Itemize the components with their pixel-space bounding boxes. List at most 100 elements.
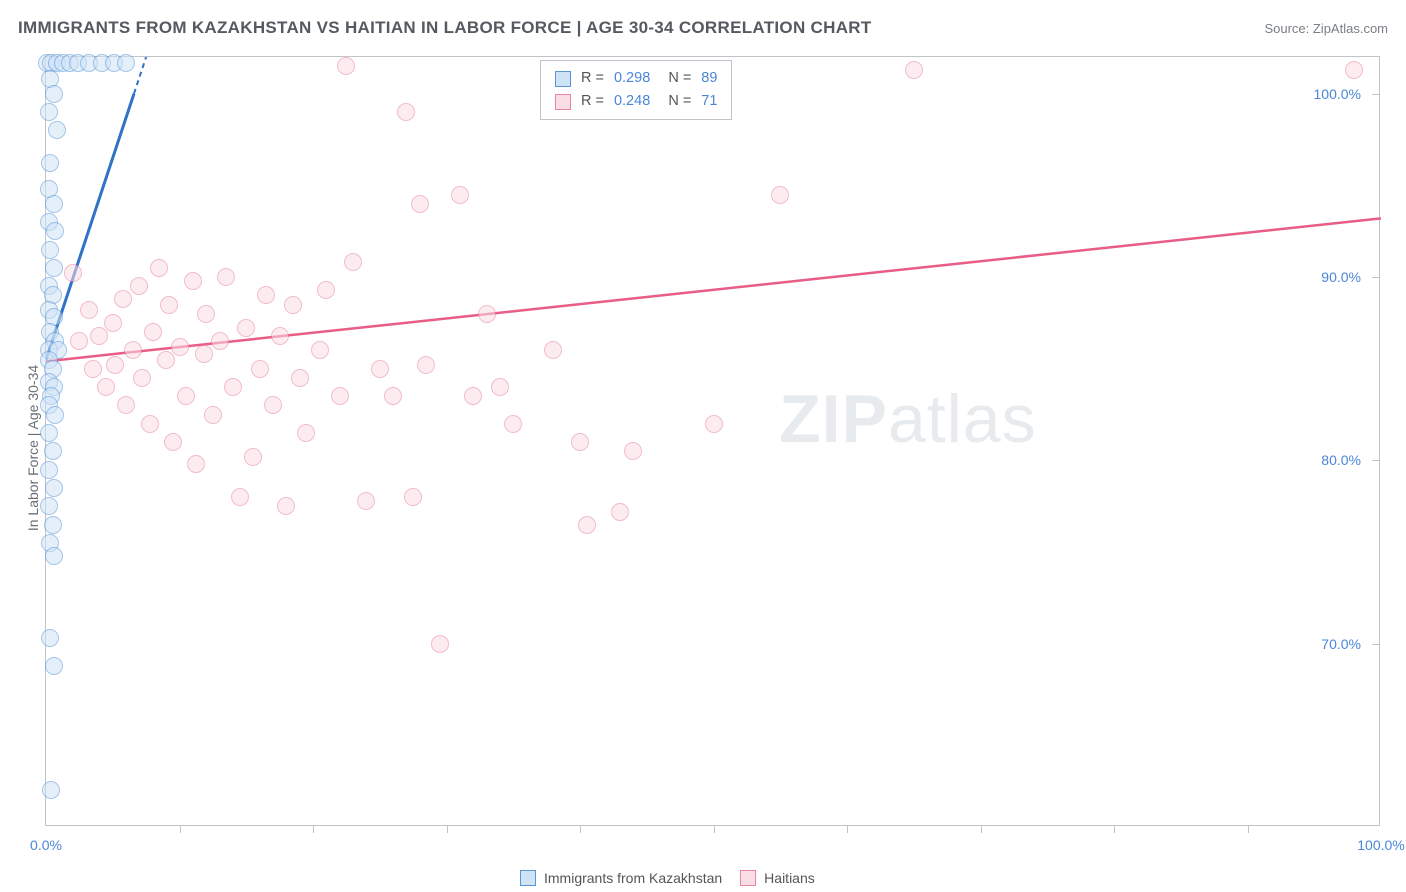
stats-r-series2: 0.248 bbox=[614, 90, 650, 113]
legend-item-series2: Haitians bbox=[740, 870, 815, 886]
scatter-point-series2 bbox=[150, 259, 168, 277]
scatter-point-series1 bbox=[41, 629, 59, 647]
y-axis-label: In Labor Force | Age 30-34 bbox=[25, 365, 41, 531]
scatter-point-series2 bbox=[544, 341, 562, 359]
scatter-point-series2 bbox=[284, 296, 302, 314]
swatch-series2-icon bbox=[740, 870, 756, 886]
trendline-series2 bbox=[46, 218, 1381, 361]
scatter-point-series2 bbox=[195, 345, 213, 363]
scatter-point-series2 bbox=[104, 314, 122, 332]
stats-n-series1: 89 bbox=[701, 67, 717, 90]
scatter-point-series2 bbox=[144, 323, 162, 341]
y-tick bbox=[1372, 460, 1380, 461]
scatter-point-series1 bbox=[41, 241, 59, 259]
scatter-point-series1 bbox=[46, 222, 64, 240]
x-tick bbox=[580, 825, 581, 833]
scatter-point-series2 bbox=[464, 387, 482, 405]
scatter-point-series2 bbox=[404, 488, 422, 506]
legend-item-series1: Immigrants from Kazakhstan bbox=[520, 870, 722, 886]
x-tick bbox=[1248, 825, 1249, 833]
scatter-point-series2 bbox=[624, 442, 642, 460]
scatter-point-series2 bbox=[124, 341, 142, 359]
stats-r-label: R = bbox=[581, 90, 604, 113]
scatter-point-series2 bbox=[217, 268, 235, 286]
scatter-point-series2 bbox=[164, 433, 182, 451]
scatter-point-series1 bbox=[45, 259, 63, 277]
scatter-point-series2 bbox=[578, 516, 596, 534]
legend-label-series2: Haitians bbox=[764, 870, 815, 886]
scatter-point-series2 bbox=[224, 378, 242, 396]
stats-n-label: N = bbox=[660, 90, 691, 113]
legend-label-series1: Immigrants from Kazakhstan bbox=[544, 870, 722, 886]
scatter-point-series2 bbox=[84, 360, 102, 378]
scatter-point-series1 bbox=[42, 781, 60, 799]
series-legend: Immigrants from Kazakhstan Haitians bbox=[520, 870, 815, 886]
x-tick-label: 100.0% bbox=[1357, 837, 1404, 853]
scatter-point-series2 bbox=[1345, 61, 1363, 79]
scatter-point-series2 bbox=[771, 186, 789, 204]
trendline-series1-dashed bbox=[134, 57, 146, 94]
scatter-point-series2 bbox=[411, 195, 429, 213]
scatter-point-series2 bbox=[264, 396, 282, 414]
correlation-stats-legend: R = 0.298 N = 89 R = 0.248 N = 71 bbox=[540, 60, 732, 120]
source-label: Source: ZipAtlas.com bbox=[1264, 21, 1388, 36]
scatter-point-series2 bbox=[344, 253, 362, 271]
scatter-point-series1 bbox=[41, 154, 59, 172]
title-bar: IMMIGRANTS FROM KAZAKHSTAN VS HAITIAN IN… bbox=[18, 18, 1388, 38]
scatter-point-series1 bbox=[48, 121, 66, 139]
stats-r-series1: 0.298 bbox=[614, 67, 650, 90]
scatter-point-series2 bbox=[97, 378, 115, 396]
scatter-point-series2 bbox=[106, 356, 124, 374]
x-tick bbox=[180, 825, 181, 833]
y-tick bbox=[1372, 644, 1380, 645]
chart-title: IMMIGRANTS FROM KAZAKHSTAN VS HAITIAN IN… bbox=[18, 18, 872, 38]
x-tick bbox=[847, 825, 848, 833]
scatter-point-series1 bbox=[45, 85, 63, 103]
scatter-point-series2 bbox=[204, 406, 222, 424]
x-tick bbox=[313, 825, 314, 833]
scatter-point-series1 bbox=[117, 54, 135, 72]
y-tick-label: 100.0% bbox=[1314, 86, 1361, 102]
watermark: ZIPatlas bbox=[779, 380, 1036, 458]
x-tick bbox=[981, 825, 982, 833]
watermark-rest: atlas bbox=[888, 381, 1037, 457]
scatter-point-series1 bbox=[40, 424, 58, 442]
scatter-point-series2 bbox=[130, 277, 148, 295]
y-tick-label: 80.0% bbox=[1321, 452, 1361, 468]
scatter-plot-area: ZIPatlas 70.0%80.0%90.0%100.0%0.0%100.0% bbox=[45, 56, 1380, 826]
scatter-point-series2 bbox=[611, 503, 629, 521]
scatter-point-series2 bbox=[317, 281, 335, 299]
scatter-point-series1 bbox=[46, 406, 64, 424]
scatter-point-series1 bbox=[45, 547, 63, 565]
swatch-series1-icon bbox=[520, 870, 536, 886]
scatter-point-series1 bbox=[44, 516, 62, 534]
scatter-point-series2 bbox=[244, 448, 262, 466]
scatter-point-series2 bbox=[271, 327, 289, 345]
y-tick-label: 90.0% bbox=[1321, 269, 1361, 285]
scatter-point-series2 bbox=[251, 360, 269, 378]
scatter-point-series2 bbox=[114, 290, 132, 308]
x-tick bbox=[714, 825, 715, 833]
scatter-point-series2 bbox=[80, 301, 98, 319]
scatter-point-series2 bbox=[211, 332, 229, 350]
trendlines-layer bbox=[46, 57, 1381, 827]
scatter-point-series2 bbox=[133, 369, 151, 387]
swatch-series2 bbox=[555, 94, 571, 110]
scatter-point-series1 bbox=[40, 461, 58, 479]
scatter-point-series2 bbox=[905, 61, 923, 79]
scatter-point-series2 bbox=[571, 433, 589, 451]
scatter-point-series2 bbox=[171, 338, 189, 356]
scatter-point-series2 bbox=[397, 103, 415, 121]
y-tick bbox=[1372, 277, 1380, 278]
scatter-point-series2 bbox=[705, 415, 723, 433]
stats-r-label: R = bbox=[581, 67, 604, 90]
scatter-point-series2 bbox=[70, 332, 88, 350]
stats-n-series2: 71 bbox=[701, 90, 717, 113]
scatter-point-series2 bbox=[277, 497, 295, 515]
x-tick bbox=[447, 825, 448, 833]
scatter-point-series2 bbox=[417, 356, 435, 374]
scatter-point-series2 bbox=[64, 264, 82, 282]
stats-n-label: N = bbox=[660, 67, 691, 90]
scatter-point-series1 bbox=[40, 103, 58, 121]
scatter-point-series2 bbox=[297, 424, 315, 442]
